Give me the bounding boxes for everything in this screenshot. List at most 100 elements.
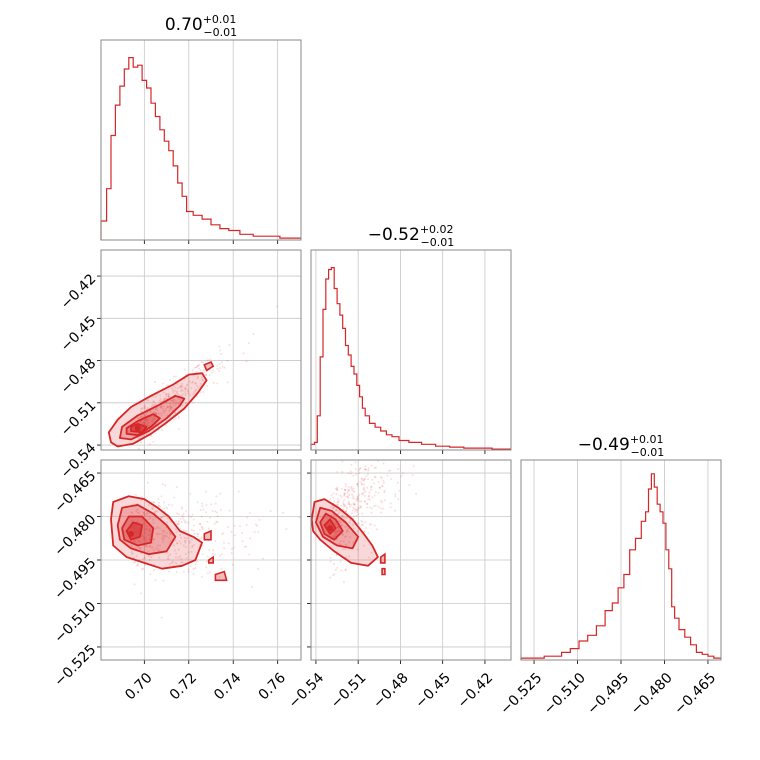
- scatter-point: [218, 345, 221, 348]
- scatter-point: [366, 503, 369, 505]
- scatter-point: [200, 515, 203, 518]
- scatter-point: [144, 418, 147, 421]
- scatter-point: [221, 552, 224, 555]
- scatter-point: [228, 509, 231, 512]
- scatter-point: [253, 531, 256, 534]
- scatter-point: [333, 522, 336, 525]
- scatter-point: [191, 381, 193, 384]
- scatter-point: [175, 552, 178, 555]
- scatter-point: [363, 486, 366, 489]
- scatter-point: [141, 415, 144, 418]
- scatter-point: [370, 485, 373, 488]
- scatter-point: [152, 538, 155, 541]
- scatter-point: [220, 567, 223, 570]
- scatter-point: [167, 393, 169, 396]
- scatter-point: [394, 509, 397, 512]
- scatter-point: [148, 538, 151, 541]
- scatter-point: [169, 406, 172, 409]
- scatter-point: [337, 512, 340, 515]
- scatter-point: [443, 430, 445, 432]
- scatter-point: [336, 526, 339, 529]
- scatter-point: [340, 514, 343, 517]
- scatter-point: [174, 411, 177, 414]
- scatter-point: [216, 382, 219, 385]
- scatter-point: [353, 490, 356, 493]
- scatter-point: [379, 476, 382, 479]
- scatter-point: [346, 529, 349, 532]
- scatter-point: [230, 552, 233, 555]
- scatter-point: [211, 510, 214, 512]
- scatter-point: [190, 538, 193, 541]
- scatter-point: [341, 533, 344, 536]
- scatter-point: [361, 492, 363, 495]
- scatter-point: [145, 528, 148, 531]
- scatter-point: [360, 500, 363, 503]
- scatter-point: [358, 522, 361, 525]
- scatter-point: [332, 496, 335, 499]
- scatter-point: [345, 543, 347, 546]
- scatter-point: [351, 488, 354, 491]
- scatter-point: [208, 548, 211, 551]
- scatter-point: [367, 469, 370, 472]
- scatter-point: [179, 390, 182, 393]
- scatter-point: [151, 420, 154, 423]
- scatter-point: [140, 496, 143, 499]
- scatter-point: [179, 555, 181, 558]
- scatter-point: [356, 498, 359, 501]
- scatter-point: [200, 376, 203, 379]
- panel-title: −0.52+0.02 −0.01: [368, 223, 455, 249]
- scatter-point: [187, 551, 190, 554]
- scatter-point: [336, 530, 339, 533]
- scatter-point: [184, 392, 187, 395]
- scatter-point: [148, 530, 151, 533]
- scatter-point: [144, 414, 147, 417]
- scatter-point: [188, 380, 191, 383]
- scatter-point: [167, 395, 170, 398]
- scatter-point: [183, 390, 186, 393]
- scatter-point: [192, 573, 195, 575]
- scatter-point: [149, 546, 152, 549]
- scatter-point: [174, 528, 177, 531]
- tick-label-x: 0.74: [211, 670, 244, 703]
- scatter-point: [349, 472, 352, 475]
- scatter-point: [348, 503, 351, 506]
- scatter-point: [139, 547, 142, 550]
- scatter-point: [144, 514, 147, 517]
- scatter-point: [223, 547, 226, 550]
- title-median: −0.52: [368, 225, 420, 245]
- scatter-point: [361, 523, 364, 526]
- scatter-point: [221, 365, 224, 368]
- scatter-point: [205, 504, 208, 507]
- scatter-point: [153, 501, 156, 504]
- scatter-point: [176, 387, 179, 390]
- scatter-point: [348, 520, 351, 523]
- tick-label-x: 0.70: [122, 670, 155, 703]
- tick-label-x-group: −0.495: [584, 670, 632, 718]
- scatter-point: [160, 414, 163, 417]
- scatter-point: [347, 502, 350, 505]
- scatter-point: [196, 560, 199, 563]
- scatter-point: [172, 389, 174, 392]
- scatter-point: [136, 563, 139, 566]
- scatter-point: [174, 539, 177, 542]
- scatter-point: [390, 478, 393, 481]
- scatter-point: [214, 540, 217, 542]
- scatter-point: [336, 566, 339, 569]
- scatter-point: [157, 498, 160, 501]
- scatter-point: [141, 534, 144, 536]
- scatter-point: [174, 375, 177, 378]
- scatter-point: [148, 545, 151, 548]
- pair-panel-content: [107, 305, 278, 450]
- scatter-point: [394, 493, 397, 496]
- scatter-point: [379, 486, 381, 489]
- scatter-point: [343, 494, 346, 497]
- scatter-point: [150, 411, 152, 414]
- scatter-point: [339, 560, 342, 563]
- scatter-point: [145, 527, 148, 530]
- scatter-point: [378, 440, 380, 442]
- scatter-point: [157, 413, 160, 416]
- scatter-point: [205, 384, 208, 387]
- scatter-point: [373, 482, 376, 485]
- scatter-point: [191, 513, 194, 516]
- scatter-point: [341, 471, 344, 473]
